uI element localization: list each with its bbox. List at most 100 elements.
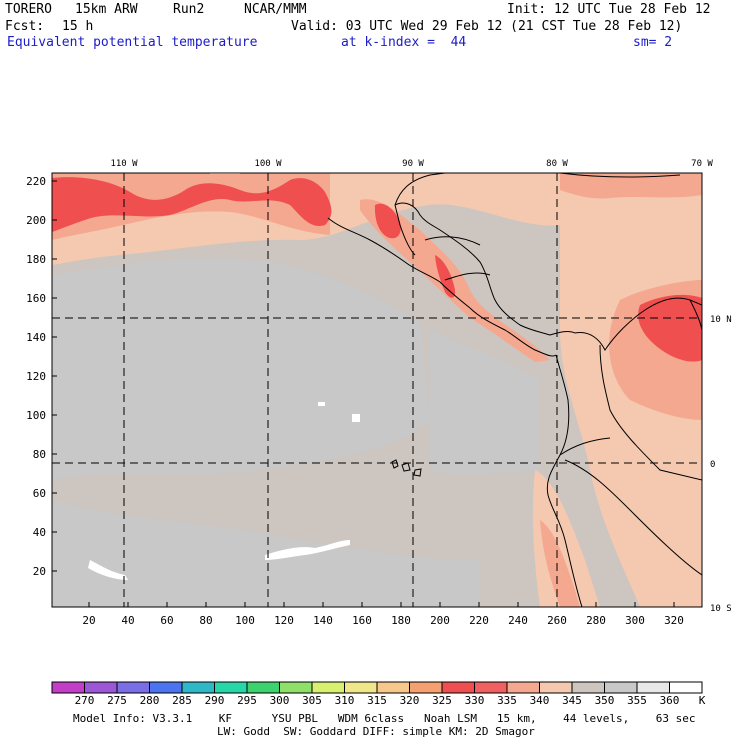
y-tick-60: 60 (33, 487, 46, 500)
field-cold-speck-4 (352, 414, 360, 422)
colorbar-cell (214, 681, 248, 694)
lat-label-10n: 10 N (710, 315, 732, 325)
field-salmon-north-strip (560, 173, 702, 199)
galapagos-islands (391, 459, 422, 477)
axis-ticks (52, 180, 675, 607)
colorbar-level-label: 330 (465, 694, 485, 707)
colorbar-level-label: 305 (302, 694, 322, 707)
field-cold-speck-1 (88, 560, 128, 580)
colorbar-cell (441, 681, 475, 694)
lon-label-90w: 90 W (402, 159, 424, 169)
colorbar-cell (311, 681, 345, 694)
field-red-nicaragua (435, 255, 456, 298)
field-red-colombia (638, 294, 702, 362)
run-label: Run2 (173, 2, 205, 17)
lon-label-70w: 70 W (691, 159, 713, 169)
border-colombia (599, 344, 702, 481)
colorbar-level-label: 275 (107, 694, 127, 707)
coastline-cuba (559, 173, 681, 178)
map-field (52, 173, 702, 607)
colorbar-cell (474, 681, 508, 694)
map-frame (51, 172, 703, 608)
field-band-grey-south (52, 500, 480, 607)
colorbar-level-label: 290 (205, 694, 225, 707)
colorbar-cell (669, 681, 703, 694)
field-band-grey (52, 257, 430, 480)
x-tick-20: 20 (82, 614, 95, 627)
colorbar-cell (279, 681, 313, 694)
field-salmon-peru (540, 520, 580, 607)
y-tick-140: 140 (26, 331, 46, 344)
model-resolution: 15km ARW (75, 2, 138, 17)
colorbar-cell (116, 681, 150, 694)
colorbar-level-label: 345 (562, 694, 582, 707)
colorbar-level-label: 295 (237, 694, 257, 707)
valid-time: Valid: 03 UTC Wed 29 Feb 12 (21 CST Tue … (291, 19, 683, 34)
coastlines (327, 173, 702, 607)
colorbar-level-label: 325 (432, 694, 452, 707)
x-tick-200: 200 (430, 614, 450, 627)
colorbar-level-label: 270 (75, 694, 95, 707)
colorbar-cells (51, 681, 703, 694)
colorbar-cell (571, 681, 605, 694)
model-name: TORERO (5, 2, 52, 17)
smoothing-label: sm= 2 (633, 35, 673, 50)
y-tick-180: 180 (26, 253, 46, 266)
border-honduras (424, 236, 481, 246)
border-nicaragua (444, 272, 491, 281)
colorbar-cell (181, 681, 215, 694)
colorbar-cell (539, 681, 573, 694)
colorbar-cell (604, 681, 638, 694)
x-tick-100: 100 (235, 614, 255, 627)
init-time: Init: 12 UTC Tue 28 Feb 12 (507, 2, 711, 17)
colorbar-cell (636, 681, 670, 694)
colorbar-cell (344, 681, 378, 694)
y-tick-20: 20 (33, 565, 46, 578)
coastline-central-america-pacific (327, 217, 557, 357)
colorbar-level-label: 350 (595, 694, 615, 707)
physics-info: LW: Godd SW: Goddard DIFF: simple KM: 2D… (217, 725, 535, 738)
y-tick-40: 40 (33, 526, 46, 539)
lat-label-0: 0 (710, 460, 715, 470)
colorbar-level-label: 355 (627, 694, 647, 707)
field-band-grey-east (430, 330, 540, 475)
y-tick-200: 200 (26, 214, 46, 227)
border-peru (564, 459, 702, 576)
x-tick-160: 160 (352, 614, 372, 627)
colorbar-level-label: 285 (172, 694, 192, 707)
colorbar-level-label: 335 (497, 694, 517, 707)
forecast-hours: 15 h (62, 19, 94, 34)
lon-label-80w: 80 W (546, 159, 568, 169)
coastline-central-america-caribbean (394, 202, 576, 336)
field-cold-speck-3 (318, 402, 325, 406)
colorbar-cell (84, 681, 118, 694)
x-tick-60: 60 (160, 614, 173, 627)
colorbar-level-label: 320 (400, 694, 420, 707)
lon-label-100w: 100 W (254, 159, 282, 169)
y-tick-80: 80 (33, 448, 46, 461)
colorbar-cell (409, 681, 443, 694)
forecast-label: Fcst: (5, 19, 45, 34)
coastline-south-america-pacific (546, 354, 583, 607)
field-cold-speck-2 (265, 540, 350, 560)
colorbar-level-label: 300 (270, 694, 290, 707)
x-tick-280: 280 (586, 614, 606, 627)
field-salmon-central-america (360, 199, 550, 362)
x-tick-120: 120 (274, 614, 294, 627)
colorbar-level-label: 315 (367, 694, 387, 707)
coastline-yucatan (394, 173, 446, 206)
x-tick-240: 240 (508, 614, 528, 627)
x-tick-220: 220 (469, 614, 489, 627)
x-tick-260: 260 (547, 614, 567, 627)
field-red-nw (52, 177, 332, 232)
graticule (52, 173, 702, 607)
colorbar-level-label: 340 (530, 694, 550, 707)
coastline-venezuela (689, 299, 702, 331)
y-tick-160: 160 (26, 292, 46, 305)
border-ecuador (559, 437, 611, 456)
org-label: NCAR/MMM (244, 2, 307, 17)
lat-label-10s: 10 S (710, 604, 732, 614)
y-tick-100: 100 (26, 409, 46, 422)
colorbar-level-label: 360 (660, 694, 680, 707)
field-red-guatemala (374, 203, 401, 239)
